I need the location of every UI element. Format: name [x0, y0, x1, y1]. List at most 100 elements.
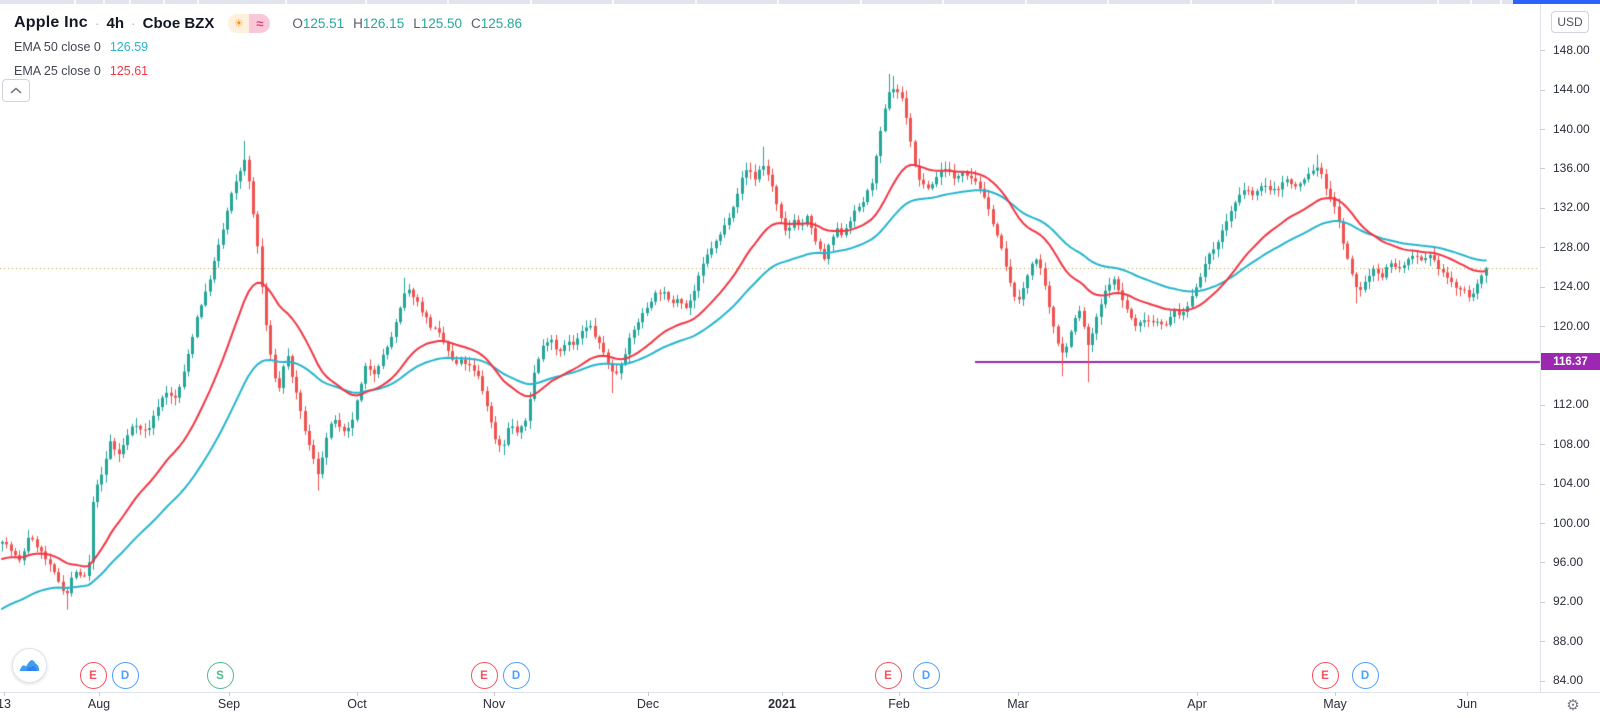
ema25-value: 125.61	[109, 64, 149, 78]
earnings-badge[interactable]: E	[470, 662, 498, 689]
price-axis-label: 104.00	[1553, 476, 1590, 491]
price-axis-tick	[1540, 247, 1545, 249]
split-badge[interactable]: S	[206, 662, 234, 689]
price-axis-label: 84.00	[1553, 673, 1584, 688]
price-axis-label: 124.00	[1553, 279, 1590, 294]
price-axis-label: 128.00	[1553, 239, 1590, 254]
time-axis-tick	[1018, 692, 1019, 696]
time-axis-tick	[1467, 692, 1468, 696]
approx-wave-icon[interactable]: ≈	[249, 13, 271, 33]
time-axis-tick	[357, 692, 358, 696]
symbol-title-row[interactable]: Apple Inc · 4h · Cboe BZX ☀ ≈ O 125.51 H…	[14, 11, 531, 35]
time-axis-tick	[494, 692, 495, 696]
ohlc-values: O 125.51 H 126.15 L 125.50 C 125.86	[292, 16, 531, 31]
price-axis-tick	[1540, 326, 1545, 327]
gear-icon: ⚙	[1566, 696, 1580, 714]
high-key: H	[353, 15, 363, 31]
open-key: O	[292, 15, 303, 31]
time-axis-tick	[1335, 692, 1336, 696]
time-axis-tick	[1197, 692, 1198, 696]
collapse-legend-button[interactable]	[2, 79, 30, 102]
time-axis-tick	[648, 692, 649, 696]
price-axis-tick	[1540, 601, 1545, 603]
time-axis-label-nov: Nov	[482, 697, 506, 711]
earnings-badge[interactable]: E	[79, 662, 107, 689]
open-value: 125.51	[302, 15, 345, 31]
time-axis-label-mar: Mar	[1007, 697, 1029, 711]
earnings-badge[interactable]: E	[874, 662, 902, 689]
close-key: C	[471, 15, 481, 31]
sunrise-icon[interactable]: ☀	[228, 13, 250, 33]
price-axis-tick	[1540, 483, 1545, 485]
price-axis-tick	[1540, 168, 1545, 170]
price-axis-label: 148.00	[1553, 42, 1590, 57]
time-axis-label-jun: Jun	[1456, 697, 1478, 711]
time-axis-tick	[782, 692, 783, 696]
low-key: L	[413, 15, 421, 31]
price-axis-label: 140.00	[1553, 121, 1590, 136]
tradingview-logo-icon	[19, 660, 40, 671]
price-axis-tick	[1540, 562, 1545, 564]
price-axis-label: 136.00	[1553, 160, 1590, 175]
time-axis-label-aug: Aug	[87, 697, 111, 711]
title-separator: ·	[131, 15, 136, 31]
chevron-up-icon	[10, 87, 22, 94]
dividend-badge[interactable]: D	[502, 662, 530, 689]
price-axis-label: 96.00	[1553, 554, 1584, 569]
price-axis-tick	[1540, 641, 1545, 643]
time-axis-label-feb: Feb	[888, 697, 910, 711]
exchange-label[interactable]: Cboe BZX	[142, 14, 215, 32]
time-axis-border	[0, 692, 1600, 693]
high-value: 126.15	[362, 15, 405, 31]
title-separator: ·	[94, 15, 100, 31]
indicator-legend-ema50[interactable]: EMA 50 close 0 126.59	[14, 40, 531, 59]
price-axis-label: 112.00	[1553, 397, 1589, 412]
price-axis-label: 144.00	[1553, 82, 1590, 97]
market-status-flags[interactable]: ☀ ≈	[228, 13, 271, 33]
time-axis-label-sep: Sep	[217, 697, 241, 711]
price-axis-tick	[1540, 444, 1545, 446]
price-axis-border	[1540, 4, 1541, 692]
time-axis-label-may: May	[1323, 697, 1347, 711]
timezone-settings-button[interactable]: ⚙	[1562, 694, 1584, 716]
time-axis-tick	[229, 692, 230, 696]
price-axis-tick	[1540, 523, 1545, 524]
ema50-value: 126.59	[109, 40, 149, 54]
low-value: 125.50	[420, 15, 463, 31]
price-axis-tick	[1540, 89, 1545, 91]
time-axis-tick	[899, 692, 900, 696]
chart-legend: Apple Inc · 4h · Cboe BZX ☀ ≈ O 125.51 H…	[14, 11, 531, 83]
time-axis-label-oct: Oct	[347, 697, 367, 711]
earnings-badge[interactable]: E	[1311, 662, 1339, 689]
ema50-name: EMA 50 close 0	[14, 40, 101, 54]
support-price-axis-label: 116.37	[1541, 353, 1600, 371]
time-axis-label-2021: 2021	[768, 697, 796, 711]
time-axis-tick	[4, 692, 5, 696]
price-axis-label: 92.00	[1553, 594, 1584, 609]
price-axis-tick	[1540, 680, 1545, 682]
price-axis-label: 132.00	[1553, 200, 1590, 215]
close-value: 125.86	[480, 15, 523, 31]
price-axis-tick	[1540, 207, 1545, 209]
dividend-badge[interactable]: D	[912, 662, 940, 689]
currency-toggle-button[interactable]: USD	[1551, 11, 1589, 33]
ema25-name: EMA 25 close 0	[14, 64, 101, 78]
price-axis-label: 88.00	[1553, 633, 1584, 648]
indicator-legend-ema25[interactable]: EMA 25 close 0 125.61	[14, 64, 531, 83]
price-axis-tick	[1540, 129, 1545, 130]
price-axis-label: 100.00	[1553, 515, 1590, 530]
time-axis-label-dec: Dec	[636, 697, 660, 711]
tradingview-logo-button[interactable]	[12, 648, 47, 683]
dividend-badge[interactable]: D	[111, 662, 139, 689]
interval-label[interactable]: 4h	[106, 14, 124, 32]
price-axis-label: 120.00	[1553, 318, 1590, 333]
price-axis-label: 108.00	[1553, 436, 1590, 451]
symbol-name[interactable]: Apple Inc	[14, 14, 88, 31]
price-axis-tick	[1540, 286, 1545, 288]
price-axis-tick	[1540, 404, 1545, 406]
dividend-badge[interactable]: D	[1351, 662, 1379, 689]
time-axis-tick	[99, 692, 100, 696]
time-axis-label-13: 13	[0, 697, 11, 711]
